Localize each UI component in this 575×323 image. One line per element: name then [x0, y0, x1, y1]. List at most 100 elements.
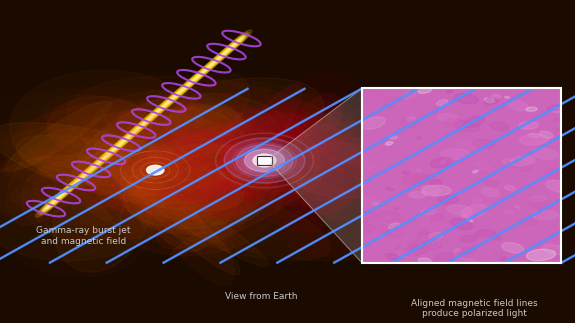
Ellipse shape	[109, 148, 116, 153]
Ellipse shape	[519, 121, 538, 129]
Ellipse shape	[493, 252, 503, 256]
Ellipse shape	[461, 214, 470, 217]
Ellipse shape	[461, 204, 487, 218]
Ellipse shape	[149, 109, 161, 119]
Ellipse shape	[147, 103, 168, 120]
Ellipse shape	[520, 134, 549, 145]
Ellipse shape	[157, 95, 178, 112]
Ellipse shape	[201, 64, 213, 74]
Ellipse shape	[286, 113, 343, 138]
Ellipse shape	[174, 87, 186, 98]
Ellipse shape	[166, 94, 178, 104]
Ellipse shape	[0, 123, 243, 211]
Ellipse shape	[417, 87, 431, 93]
Ellipse shape	[55, 183, 76, 200]
Ellipse shape	[502, 243, 524, 253]
Ellipse shape	[364, 243, 371, 246]
Ellipse shape	[389, 223, 400, 229]
Ellipse shape	[504, 210, 516, 214]
Ellipse shape	[45, 192, 66, 209]
Ellipse shape	[63, 189, 69, 194]
Ellipse shape	[506, 161, 519, 168]
Ellipse shape	[166, 98, 173, 104]
Ellipse shape	[163, 96, 176, 106]
Ellipse shape	[102, 142, 123, 159]
Ellipse shape	[85, 157, 106, 174]
Ellipse shape	[398, 251, 413, 257]
Ellipse shape	[208, 57, 220, 67]
Text: View from Earth: View from Earth	[225, 292, 298, 301]
Ellipse shape	[481, 187, 500, 197]
Ellipse shape	[443, 119, 466, 127]
Ellipse shape	[224, 36, 244, 54]
Ellipse shape	[402, 171, 410, 174]
Ellipse shape	[78, 163, 98, 181]
Ellipse shape	[49, 195, 62, 205]
Ellipse shape	[95, 143, 240, 275]
Ellipse shape	[45, 199, 57, 210]
Ellipse shape	[82, 167, 94, 177]
Ellipse shape	[75, 178, 82, 183]
Ellipse shape	[437, 113, 457, 121]
Ellipse shape	[223, 44, 235, 54]
Ellipse shape	[156, 102, 168, 112]
Ellipse shape	[436, 100, 448, 106]
Ellipse shape	[62, 184, 75, 194]
Ellipse shape	[77, 78, 324, 196]
Ellipse shape	[353, 89, 381, 101]
Ellipse shape	[95, 149, 116, 165]
Ellipse shape	[404, 244, 428, 256]
Ellipse shape	[221, 110, 283, 185]
Ellipse shape	[206, 64, 213, 69]
Ellipse shape	[134, 126, 141, 132]
Ellipse shape	[154, 109, 160, 114]
Ellipse shape	[72, 135, 275, 210]
Ellipse shape	[82, 169, 129, 212]
Ellipse shape	[161, 98, 174, 108]
Ellipse shape	[179, 88, 185, 93]
Ellipse shape	[126, 128, 139, 139]
Ellipse shape	[147, 115, 154, 121]
Ellipse shape	[152, 99, 172, 116]
Ellipse shape	[82, 172, 89, 177]
Ellipse shape	[226, 47, 232, 52]
Ellipse shape	[196, 68, 208, 78]
Ellipse shape	[504, 96, 509, 98]
Ellipse shape	[122, 125, 143, 142]
Ellipse shape	[121, 132, 134, 143]
Ellipse shape	[162, 102, 168, 108]
Ellipse shape	[191, 72, 203, 82]
Ellipse shape	[216, 55, 223, 61]
Ellipse shape	[177, 89, 183, 95]
Circle shape	[224, 138, 305, 183]
Ellipse shape	[555, 128, 561, 131]
Ellipse shape	[169, 96, 175, 101]
Ellipse shape	[210, 55, 223, 65]
Ellipse shape	[97, 159, 104, 164]
Ellipse shape	[120, 127, 140, 144]
Ellipse shape	[427, 192, 438, 196]
Ellipse shape	[119, 135, 132, 145]
Ellipse shape	[456, 260, 464, 264]
Ellipse shape	[60, 186, 72, 197]
Ellipse shape	[527, 249, 555, 261]
Ellipse shape	[169, 84, 190, 101]
Ellipse shape	[137, 112, 158, 129]
Ellipse shape	[43, 206, 49, 211]
Ellipse shape	[90, 165, 97, 171]
Ellipse shape	[117, 141, 124, 147]
Ellipse shape	[144, 118, 151, 123]
Ellipse shape	[150, 101, 170, 118]
Ellipse shape	[196, 72, 203, 78]
Ellipse shape	[79, 169, 92, 179]
Ellipse shape	[493, 237, 501, 240]
Ellipse shape	[107, 150, 114, 155]
Ellipse shape	[70, 73, 250, 208]
Ellipse shape	[115, 131, 136, 148]
Ellipse shape	[528, 199, 553, 209]
Polygon shape	[272, 88, 362, 263]
Ellipse shape	[222, 113, 343, 180]
Ellipse shape	[117, 129, 138, 146]
Ellipse shape	[93, 151, 113, 168]
Ellipse shape	[99, 152, 112, 162]
